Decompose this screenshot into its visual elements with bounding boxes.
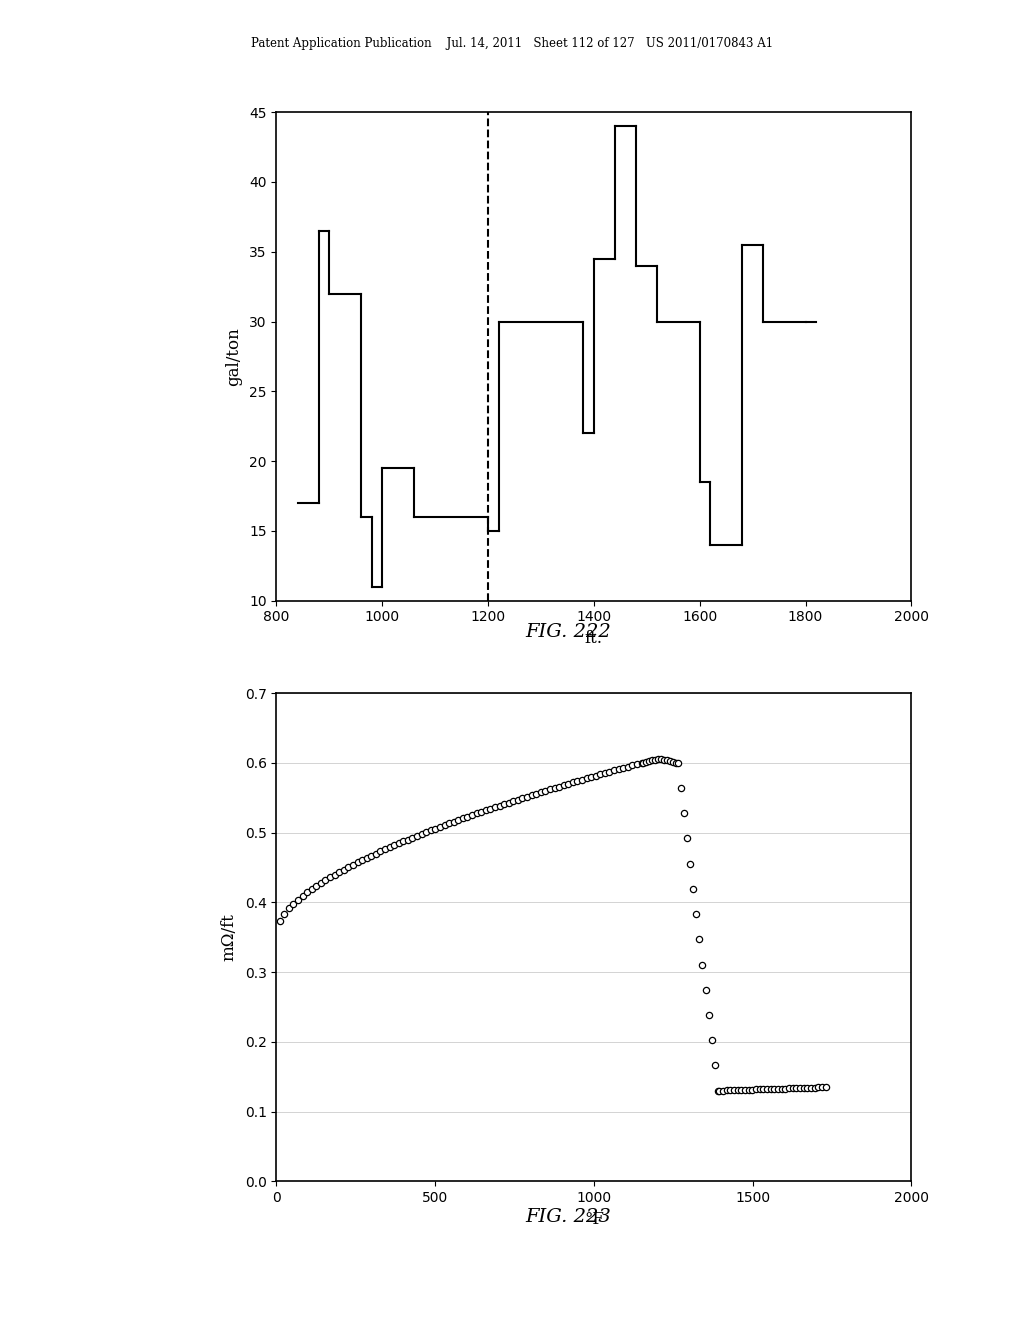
Y-axis label: mΩ/ft: mΩ/ft [221, 913, 238, 961]
Text: FIG. 222: FIG. 222 [525, 623, 611, 642]
Y-axis label: gal/ton: gal/ton [225, 327, 243, 385]
Text: FIG. 223: FIG. 223 [525, 1208, 611, 1226]
X-axis label: ft.: ft. [585, 630, 603, 647]
X-axis label: °F: °F [584, 1210, 604, 1228]
Text: Patent Application Publication    Jul. 14, 2011   Sheet 112 of 127   US 2011/017: Patent Application Publication Jul. 14, … [251, 37, 773, 50]
